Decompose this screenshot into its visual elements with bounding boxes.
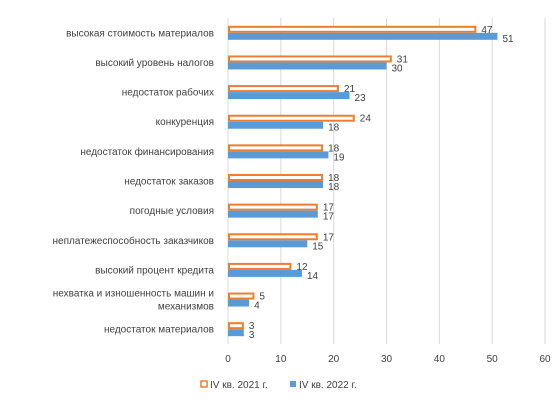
- bar-2021: [228, 144, 324, 152]
- data-label-2021: 18: [328, 143, 340, 154]
- data-label-2022: 30: [392, 63, 404, 74]
- category-label-line: высокий процент кредита: [95, 265, 214, 276]
- category-label: недостаток материалов: [104, 325, 214, 336]
- data-label-2021: 3: [249, 321, 255, 332]
- category-label-line: неплатежеспособность заказчиков: [53, 235, 214, 247]
- data-label-2021: 31: [397, 54, 409, 65]
- bar-2022: [228, 181, 324, 188]
- legend-label-2021: IV кв. 2021 г.: [210, 380, 268, 391]
- data-label-2021: 18: [328, 173, 340, 184]
- category-label-line: высокая стоимость материалов: [66, 28, 214, 39]
- data-label-2022: 51: [502, 34, 514, 45]
- data-label-2021: 24: [360, 114, 372, 125]
- data-label-2022: 14: [307, 271, 319, 282]
- category-labels: высокая стоимость материалов высокий уров…: [53, 28, 215, 335]
- bar-2021: [228, 174, 324, 181]
- bar-2022: [228, 329, 244, 337]
- bar-2021: [228, 55, 392, 63]
- data-label-2021: 17: [323, 203, 335, 214]
- data-label-2021: 5: [259, 292, 265, 303]
- bar-2022: [228, 240, 308, 248]
- category-label-line: погодные условия: [130, 206, 214, 217]
- bar-2021: [228, 262, 292, 270]
- data-label-2022: 19: [333, 152, 345, 163]
- legend: IV кв. 2021 г. IV кв. 2022 г.: [200, 380, 357, 391]
- category-label: погодные условия: [130, 206, 214, 217]
- category-label: недостаток финансирования: [80, 146, 214, 158]
- category-label-line: недостаток рабочих: [122, 87, 214, 99]
- bar-2021: [228, 203, 318, 211]
- bar-2022: [228, 210, 318, 218]
- data-label-2022: 23: [355, 93, 367, 104]
- bar-2021: [228, 233, 318, 241]
- bar-2022: [228, 299, 250, 307]
- x-axis: 0 10 20 30 40 50 60: [225, 354, 551, 365]
- x-tick-label: 30: [381, 354, 393, 365]
- category-label: высокий уровень налогов: [95, 58, 214, 69]
- category-label: нехватка и изношенность машин и механизмо…: [53, 289, 214, 313]
- category-label: конкуренция: [156, 117, 214, 128]
- grid-lines: [227, 18, 546, 344]
- data-label-2022: 15: [312, 241, 324, 252]
- category-label-line: нехватка и изношенность машин и: [53, 289, 214, 300]
- category-label: неплатежеспособность заказчиков: [53, 235, 214, 247]
- data-label-2022: 18: [328, 182, 340, 193]
- bar-2022: [228, 269, 302, 277]
- data-label-2022: 4: [254, 301, 260, 312]
- x-tick-label: 10: [275, 354, 287, 365]
- legend-swatch-2022: [290, 381, 296, 387]
- bar-2022: [228, 121, 324, 129]
- legend-swatch-2021: [200, 380, 208, 388]
- category-label: высокая стоимость материалов: [66, 28, 214, 39]
- x-tick-label: 20: [328, 354, 340, 365]
- x-tick-label: 40: [434, 354, 446, 365]
- category-label: недостаток рабочих: [122, 87, 214, 99]
- data-label-2022: 18: [328, 123, 340, 134]
- data-label-2022: 17: [323, 212, 335, 223]
- bar-2021: [228, 85, 339, 93]
- bar-2022: [228, 151, 329, 159]
- bar-2021: [228, 292, 255, 300]
- data-label-2021: 21: [344, 84, 356, 95]
- legend-label-2022: IV кв. 2022 г.: [299, 380, 357, 391]
- category-label-line: высокий уровень налогов: [95, 58, 214, 69]
- category-label-line: механизмов: [158, 302, 214, 313]
- bars: [228, 25, 498, 337]
- category-label: высокий процент кредита: [95, 265, 214, 276]
- category-label: недостаток заказов: [124, 177, 214, 188]
- data-label-2021: 12: [296, 262, 308, 273]
- bar-2022: [228, 92, 350, 100]
- bar-2022: [228, 62, 387, 70]
- x-tick-label: 0: [225, 354, 231, 365]
- data-label-2021: 47: [481, 25, 493, 36]
- x-tick-label: 60: [539, 354, 551, 365]
- bar-2021: [228, 114, 355, 122]
- category-label-line: недостаток материалов: [104, 325, 214, 336]
- category-label-line: конкуренция: [156, 117, 214, 128]
- data-label-2021: 17: [323, 232, 335, 243]
- data-label-2022: 3: [249, 330, 255, 341]
- bar-2021: [228, 25, 477, 33]
- bar-2021: [228, 322, 244, 330]
- category-label-line: недостаток заказов: [124, 177, 214, 188]
- bar-2022: [228, 32, 498, 40]
- category-label-line: недостаток финансирования: [80, 146, 214, 158]
- x-tick-label: 50: [487, 354, 499, 365]
